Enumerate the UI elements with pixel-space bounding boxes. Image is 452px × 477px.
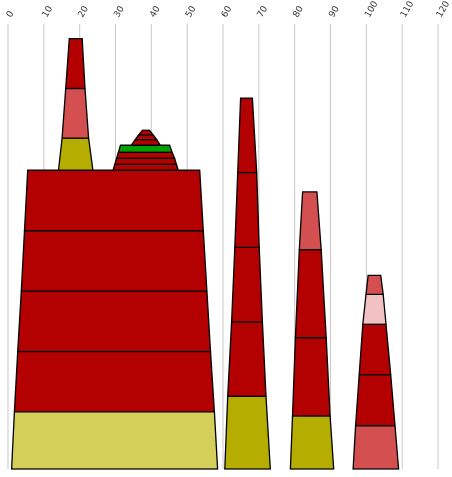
tower-5-band-2 [291, 337, 331, 417]
tower-2 [57, 37, 94, 171]
tower-4-band-2 [227, 321, 267, 397]
tower-1-band-5 [23, 169, 204, 232]
tower-1-band-3 [17, 290, 212, 353]
tower-6-band-2 [354, 373, 396, 427]
tower-3-band-3 [115, 151, 176, 159]
tower-6-band-4 [362, 293, 387, 325]
tower-6-band-5 [365, 274, 384, 296]
x-tick-label: 10 [41, 4, 56, 19]
x-tick-label: 50 [184, 4, 199, 19]
x-tick-label: 80 [292, 4, 307, 19]
tower-2-band-2 [61, 87, 90, 139]
tower-4 [224, 97, 271, 470]
tower-1-band-1 [10, 411, 219, 470]
tower-3-band-7 [137, 129, 155, 136]
x-tick-label: 120 [435, 0, 452, 20]
tower-3 [112, 129, 180, 171]
tower-1 [10, 169, 219, 470]
x-tick-label: 40 [148, 4, 163, 19]
tower-6 [352, 274, 400, 470]
tower-6-band-3 [358, 323, 392, 376]
x-tick-label: 30 [112, 4, 127, 19]
tower-1-band-4 [20, 230, 208, 292]
tower-2-band-1 [57, 137, 94, 171]
tower-5-band-4 [298, 191, 322, 251]
tower-2-band-3 [65, 37, 86, 90]
x-tick-label: 90 [327, 4, 342, 19]
tower-3-band-5 [130, 138, 162, 146]
tower-4-band-3 [230, 246, 264, 323]
tower-4-band-1 [224, 395, 271, 470]
tower-3-band-2 [113, 157, 178, 165]
tower-3-band-1 [112, 163, 180, 171]
x-tick-label: 100 [363, 0, 380, 20]
tower-4-band-4 [234, 171, 260, 249]
tower-5-band-3 [294, 249, 327, 339]
x-tick-label: 110 [399, 0, 416, 20]
tower-3-band-6 [133, 134, 158, 141]
x-tick-label: 0 [5, 9, 17, 19]
tower-5-band-1 [289, 415, 335, 470]
tower-6-band-1 [352, 425, 400, 470]
tower-5 [289, 191, 335, 470]
tower-1-band-2 [13, 350, 216, 413]
tower-3-band-4 [117, 144, 174, 153]
x-tick-label: 70 [256, 4, 271, 19]
towers [10, 37, 400, 470]
tower-4-band-5 [237, 97, 258, 174]
x-tick-label: 20 [77, 4, 92, 19]
x-tick-label: 60 [220, 4, 235, 19]
x-tick-labels: 0 10 20 30 40 50 60 70 80 90 100 110 120 [5, 0, 452, 20]
